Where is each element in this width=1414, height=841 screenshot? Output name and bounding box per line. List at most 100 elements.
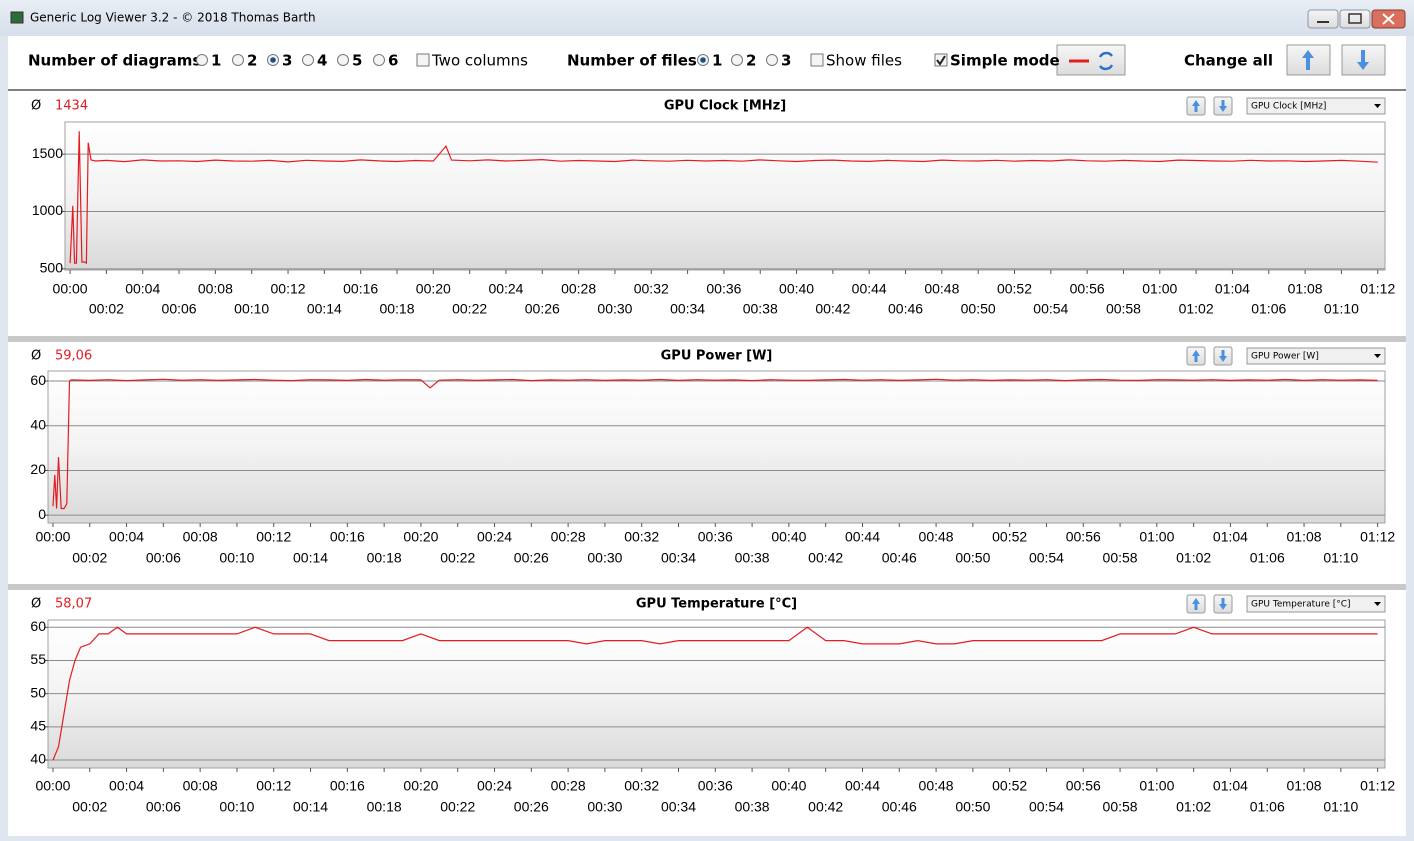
checkbox[interactable] — [416, 53, 430, 67]
x-tick-label: 00:18 — [379, 301, 414, 317]
x-tick-label: 00:06 — [162, 301, 197, 317]
radio-button[interactable] — [302, 54, 314, 66]
x-tick-label: 01:00 — [1142, 281, 1177, 297]
x-tick-label: 00:58 — [1103, 550, 1138, 566]
down-arrow-icon — [1219, 598, 1227, 610]
x-tick-label: 00:06 — [146, 799, 181, 815]
x-tick-label: 00:42 — [815, 301, 850, 317]
x-tick-label: 01:06 — [1251, 301, 1286, 317]
radio-label: 6 — [388, 52, 398, 70]
x-tick-label: 01:06 — [1250, 550, 1285, 566]
x-tick-label: 00:30 — [587, 799, 622, 815]
x-tick-label: 00:20 — [403, 529, 438, 545]
radio-button[interactable] — [232, 54, 244, 66]
up-arrow-icon — [1302, 50, 1314, 70]
average-symbol: Ø — [31, 597, 41, 612]
x-tick-label: 00:24 — [477, 529, 512, 545]
data-line — [52, 378, 1378, 510]
x-tick-label: 00:08 — [183, 778, 218, 794]
dropdown-text: GPU Temperature [°C] — [1251, 600, 1351, 610]
radio-label: 5 — [352, 52, 362, 70]
x-tick-label: 00:26 — [514, 799, 549, 815]
x-tick-label: 01:08 — [1288, 281, 1323, 297]
y-tick-label: 60 — [30, 618, 46, 634]
x-tick-label: 00:54 — [1029, 550, 1064, 566]
radio-button[interactable] — [196, 54, 208, 66]
x-tick-label: 00:56 — [1066, 529, 1101, 545]
up-arrow-icon — [1192, 350, 1200, 362]
x-tick-label: 00:56 — [1066, 778, 1101, 794]
radio-label: 1 — [211, 52, 221, 70]
x-tick-label: 00:28 — [551, 778, 586, 794]
x-tick-label: 01:04 — [1215, 281, 1250, 297]
channel-dropdown[interactable] — [1246, 347, 1386, 365]
x-tick-label: 00:28 — [551, 529, 586, 545]
x-tick-label: 01:06 — [1250, 799, 1285, 815]
x-tick-label: 00:38 — [735, 550, 770, 566]
x-tick-label: 00:52 — [997, 281, 1032, 297]
x-tick-label: 00:02 — [89, 301, 124, 317]
maximize-button[interactable] — [1339, 9, 1371, 29]
radio-label: 3 — [781, 52, 791, 70]
x-tick-label: 00:50 — [955, 799, 990, 815]
x-tick-label: 00:58 — [1103, 799, 1138, 815]
channel-dropdown[interactable] — [1246, 97, 1386, 115]
chart-title: GPU Clock [MHz] — [664, 99, 786, 114]
diagrams-label: Number of diagrams — [28, 52, 201, 70]
x-tick-label: 01:08 — [1287, 529, 1322, 545]
x-tick-label: 00:36 — [706, 281, 741, 297]
x-tick-label: 00:24 — [488, 281, 523, 297]
show-files-label: Show files — [826, 52, 902, 70]
x-tick-label: 00:46 — [888, 301, 923, 317]
x-tick-label: 01:08 — [1287, 778, 1322, 794]
x-tick-label: 00:04 — [109, 778, 144, 794]
x-tick-label: 00:56 — [1070, 281, 1105, 297]
x-tick-label: 00:04 — [125, 281, 160, 297]
radio-button[interactable] — [731, 54, 743, 66]
plot-area — [47, 370, 1386, 524]
radio-button[interactable] — [337, 54, 349, 66]
dropdown-arrow — [1374, 602, 1381, 606]
radio-label: 3 — [282, 52, 292, 70]
minimize-button[interactable] — [1307, 9, 1339, 29]
x-tick-label: 00:54 — [1033, 301, 1068, 317]
checkmark — [936, 55, 946, 66]
x-tick-label: 00:58 — [1106, 301, 1141, 317]
y-tick-label: 20 — [30, 461, 46, 477]
x-tick-label: 01:12 — [1360, 778, 1395, 794]
color-refresh-button[interactable] — [1056, 44, 1126, 76]
x-tick-label: 00:30 — [587, 550, 622, 566]
radio-button[interactable] — [373, 54, 385, 66]
average-value: 58,07 — [55, 597, 92, 612]
average-value: 59,06 — [55, 349, 92, 364]
x-tick-label: 00:38 — [743, 301, 778, 317]
x-tick-label: 00:46 — [882, 550, 917, 566]
y-tick-label: 1000 — [32, 202, 63, 218]
x-tick-label: 01:00 — [1139, 529, 1174, 545]
checkbox[interactable] — [810, 53, 824, 67]
x-tick-label: 00:14 — [293, 799, 328, 815]
dropdown-text: GPU Clock [MHz] — [1251, 102, 1326, 112]
channel-dropdown[interactable] — [1246, 595, 1386, 613]
x-tick-label: 00:44 — [845, 529, 880, 545]
x-tick-label: 00:34 — [661, 550, 696, 566]
average-symbol: Ø — [31, 99, 41, 114]
x-tick-label: 00:00 — [35, 778, 70, 794]
x-tick-label: 00:48 — [924, 281, 959, 297]
x-tick-label: 00:10 — [219, 550, 254, 566]
change-all-label: Change all — [1184, 52, 1273, 70]
panel-separator — [8, 336, 1406, 342]
x-tick-label: 00:18 — [367, 799, 402, 815]
x-tick-label: 01:02 — [1176, 799, 1211, 815]
x-tick-label: 00:42 — [808, 799, 843, 815]
x-tick-label: 01:02 — [1179, 301, 1214, 317]
radio-dot — [270, 57, 276, 63]
x-tick-label: 01:00 — [1139, 778, 1174, 794]
x-tick-label: 00:32 — [624, 529, 659, 545]
x-tick-label: 00:50 — [961, 301, 996, 317]
radio-button[interactable] — [766, 54, 778, 66]
average-value: 1434 — [55, 99, 88, 114]
maximize-icon — [1348, 13, 1362, 24]
x-tick-label: 00:08 — [198, 281, 233, 297]
